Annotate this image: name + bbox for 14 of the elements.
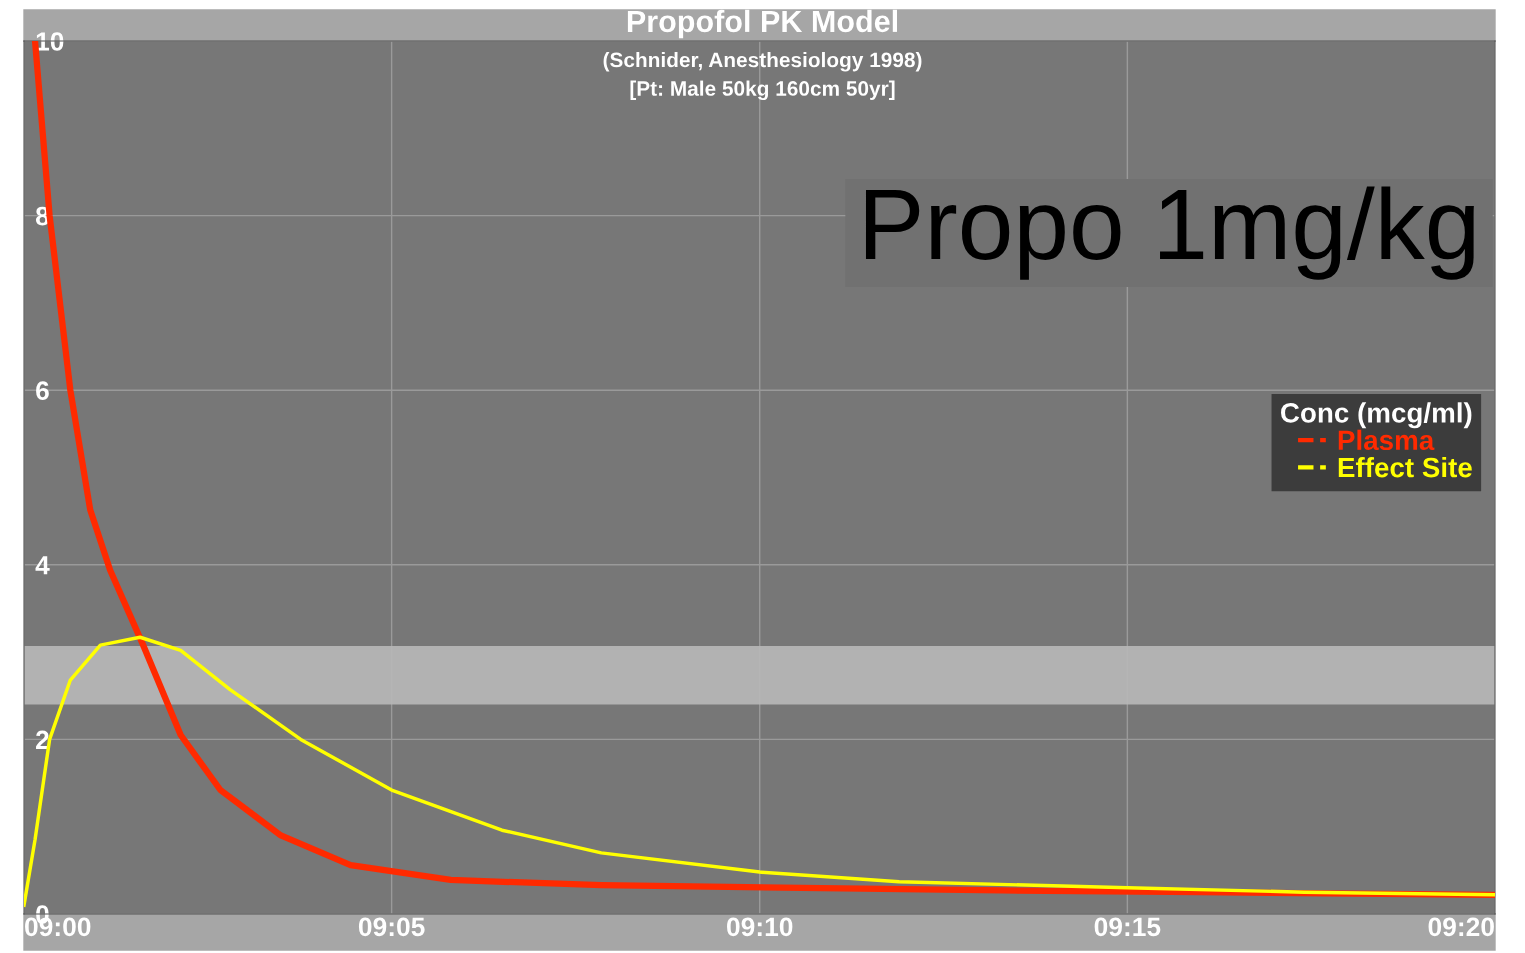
y-tick-label: 6 <box>36 381 49 401</box>
chart-title: Propofol PK Model <box>627 9 897 39</box>
y-tick-label: 4 <box>35 556 50 575</box>
legend-label: Effect Site <box>1338 456 1472 478</box>
annotation: Propo 1mg/kg <box>865 186 1474 280</box>
x-tick-label: 09:20 <box>1428 917 1494 937</box>
text: (Schnider, Anesthesiology 1998) [Pt: Male 50kg 160cm 50yr] <box>603 52 922 101</box>
x-tick-label: 09:15 <box>1094 917 1161 937</box>
legend-title: Conc (mcg/ml) <box>1281 402 1472 429</box>
legend-label: Plasma <box>1338 429 1435 451</box>
x-tick-label: 09:05 <box>358 917 425 937</box>
y-tick-label: 2 <box>36 730 49 749</box>
y-tick-label: 10 <box>36 32 64 51</box>
x-tick-label: 09:10 <box>727 917 793 937</box>
